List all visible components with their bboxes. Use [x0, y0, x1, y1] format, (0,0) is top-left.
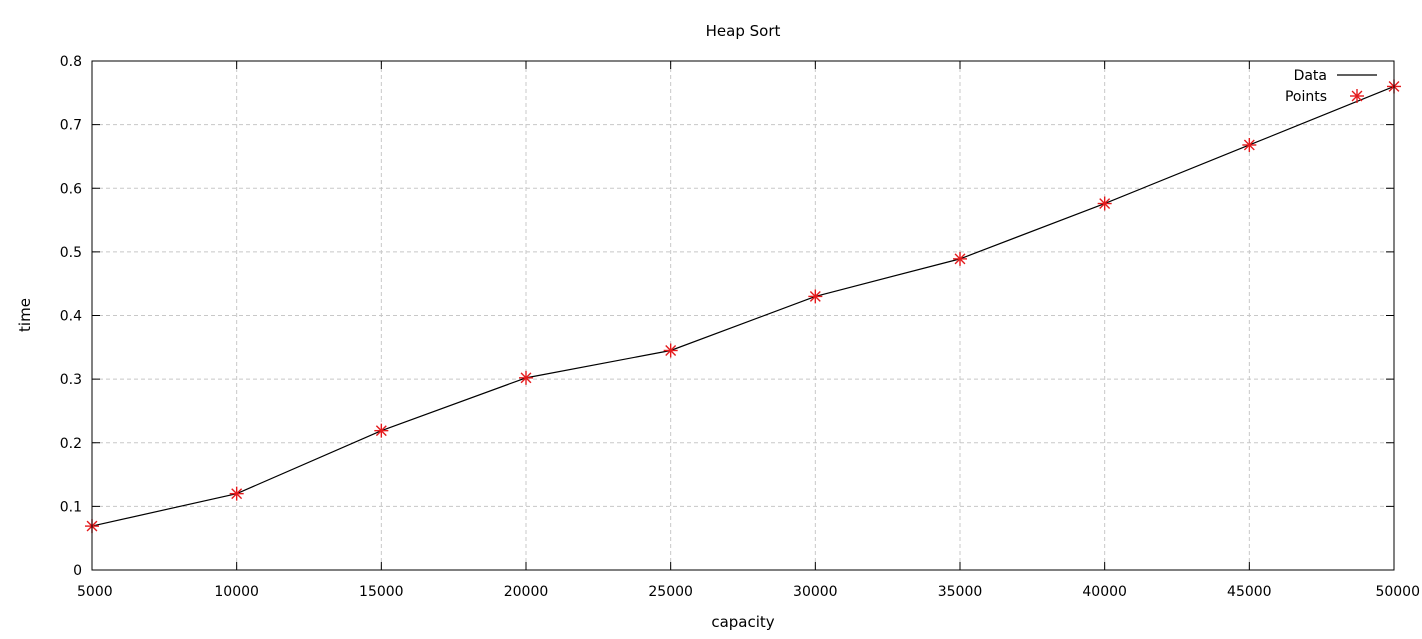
legend-swatch-points [1350, 89, 1364, 103]
y-tick-label-0: 0 [73, 563, 82, 579]
data-point-6 [953, 251, 967, 266]
y-tick-label-8: 0.8 [60, 54, 82, 70]
data-point-1 [229, 486, 244, 501]
plot-frame [91, 60, 1395, 571]
data-point-5 [808, 289, 823, 304]
y-tick-label-7: 0.7 [60, 118, 82, 134]
x-tick-label-0: 5000 [77, 584, 113, 600]
x-tick-label-3: 20000 [504, 584, 549, 600]
y-tick-label-4: 0.4 [60, 309, 82, 325]
data-point-3 [519, 370, 533, 385]
x-tick-label-8: 45000 [1227, 584, 1272, 600]
y-axis-label: time [16, 298, 34, 332]
x-tick-label-9: 50000 [1375, 584, 1420, 600]
x-tick-label-1: 10000 [214, 584, 259, 600]
x-tick-label-6: 35000 [938, 584, 983, 600]
x-tick-label-2: 15000 [359, 584, 404, 600]
data-point-2 [374, 423, 389, 438]
series-line-data [91, 85, 1395, 527]
legend: Data Points [1285, 68, 1377, 105]
legend-label-points: Points [1285, 89, 1327, 105]
y-tick-label-2: 0.2 [60, 436, 82, 452]
legend-label-data: Data [1294, 68, 1327, 84]
data-point-7 [1097, 196, 1112, 211]
x-tick-label-7: 40000 [1082, 584, 1127, 600]
y-tick-label-5: 0.5 [60, 245, 82, 261]
data-point-4 [663, 343, 678, 358]
axis-ticks: 0 0.1 0.2 0.3 0.4 0.5 0.6 0.7 0.8 5000 10000 15000 2… [60, 54, 1420, 600]
y-tick-label-1: 0.1 [60, 499, 82, 515]
data-point-8 [1242, 137, 1257, 152]
y-tick-label-6: 0.6 [60, 181, 82, 197]
x-axis-label: capacity [711, 613, 774, 631]
y-tick-label-3: 0.3 [60, 372, 82, 388]
data-series [85, 79, 1401, 534]
x-tick-label-4: 25000 [648, 584, 693, 600]
grid-lines [91, 60, 1395, 571]
chart-title: Heap Sort [706, 22, 781, 40]
x-tick-label-5: 30000 [793, 584, 838, 600]
